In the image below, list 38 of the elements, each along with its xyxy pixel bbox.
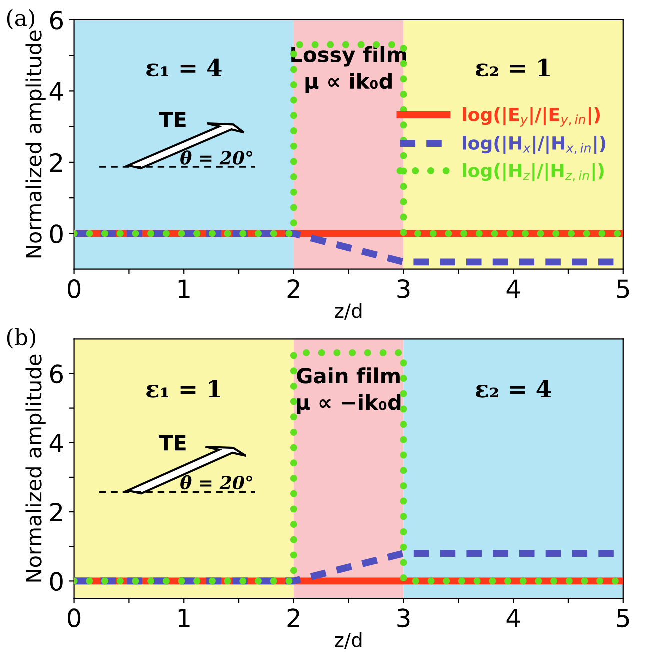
x-tick-label: 5 bbox=[617, 280, 630, 298]
y-tick-label: 6 bbox=[50, 364, 63, 384]
band-label: ε₂ = 1 bbox=[476, 58, 550, 77]
y-tick-label: 0 bbox=[50, 572, 63, 592]
x-tick-label: 4 bbox=[506, 280, 520, 298]
y-axis-title: Normalized amplitude bbox=[26, 354, 46, 582]
y-tick-label: 0 bbox=[50, 224, 63, 244]
y-tick-label: 2 bbox=[50, 502, 62, 522]
text: (b) bbox=[7, 328, 36, 349]
band-label: ε₁ = 4 bbox=[146, 58, 222, 77]
band-label: Gain film μ ∝ −ik₀d bbox=[297, 368, 401, 414]
x-tick-label: 2 bbox=[288, 279, 300, 298]
band-label: ε₁ = 1 bbox=[146, 380, 220, 398]
x-tick-label: 0 bbox=[68, 279, 81, 298]
y-tick-label: 6 bbox=[50, 10, 63, 30]
annotation: TE bbox=[159, 112, 186, 128]
x-tick-label: 3 bbox=[398, 608, 410, 628]
x-tick-label: 1 bbox=[178, 608, 190, 628]
x-tick-label: 0 bbox=[68, 608, 81, 628]
y-axis-title: Normalized amplitude bbox=[26, 30, 46, 258]
legend-label: log(|H$_{z}$|/|H$_{z,in}$|) bbox=[463, 163, 604, 182]
band-label: ε₂ = 4 bbox=[476, 380, 552, 398]
annotation: θ = 20° bbox=[180, 150, 252, 165]
text: (a) bbox=[7, 9, 34, 30]
x-tick-label: 2 bbox=[288, 608, 300, 628]
x-tick-label: 3 bbox=[398, 279, 410, 298]
y-tick-label: 2 bbox=[50, 153, 62, 172]
x-tick-label: 1 bbox=[178, 280, 190, 298]
annotation: θ = 20° bbox=[180, 475, 252, 490]
x-axis-title: z/d bbox=[335, 632, 362, 649]
annotation: TE bbox=[159, 435, 186, 451]
legend-label: log(|H$_{x}$|/|H$_{x,in}$|) bbox=[463, 136, 606, 154]
legend-label: log(|E$_{y}$|/|E$_{y,in}$|) bbox=[463, 107, 600, 127]
x-axis-title: z/d bbox=[335, 303, 362, 320]
y-tick-label: 4 bbox=[50, 82, 64, 101]
y-tick-label: 4 bbox=[50, 434, 64, 452]
x-tick-label: 5 bbox=[617, 608, 630, 628]
x-tick-label: 4 bbox=[506, 608, 520, 628]
